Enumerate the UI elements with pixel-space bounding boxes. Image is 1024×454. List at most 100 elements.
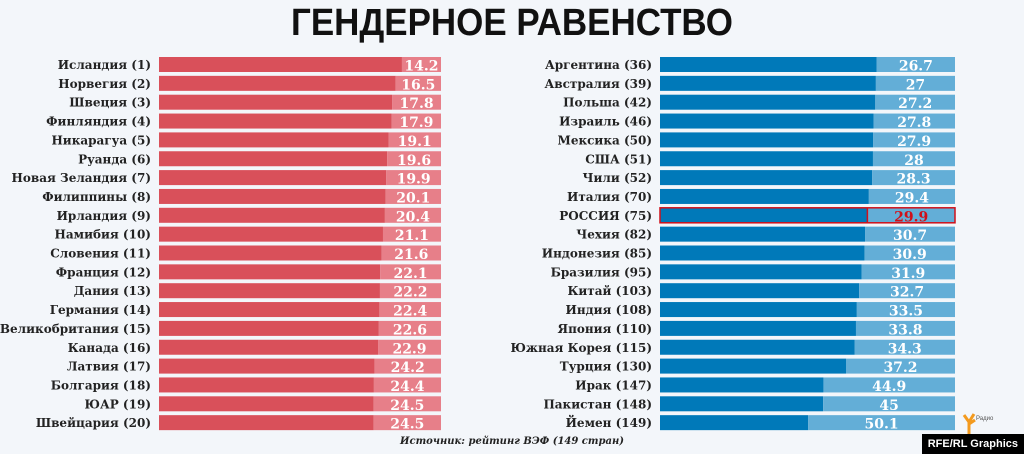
value-label: 32.7 <box>890 285 924 301</box>
value-bar <box>855 320 955 336</box>
value-bar <box>378 339 441 355</box>
category-label: Южная Корея (115) <box>510 341 652 355</box>
chart-title: ГЕНДЕРНОЕ РАВЕНСТВО <box>290 2 734 44</box>
value-bar <box>864 245 955 261</box>
value-bar <box>876 57 955 72</box>
value-bar <box>873 132 955 148</box>
category-label: Финляндия (4) <box>46 115 151 129</box>
value-bar <box>373 377 441 393</box>
value-bar <box>386 170 441 186</box>
category-label: Швеция (3) <box>69 96 151 110</box>
rfe-logo-icon <box>962 413 976 434</box>
value-bar <box>374 358 441 374</box>
value-label: 33.8 <box>888 322 922 338</box>
value-label: 24.4 <box>390 379 424 395</box>
value-bar <box>867 207 955 223</box>
value-label: 17.9 <box>399 115 433 131</box>
category-label: Австралия (39) <box>545 77 652 91</box>
category-label: Новая Зеландия (7) <box>12 171 151 185</box>
bar <box>660 339 855 355</box>
category-label: Чехия (82) <box>576 228 652 242</box>
value-bar <box>856 302 955 318</box>
value-label: 29.9 <box>894 209 928 225</box>
category-label: РОССИЯ (75) <box>559 209 652 223</box>
bar <box>660 377 824 393</box>
value-label: 19.1 <box>398 134 432 150</box>
value-label: 37.2 <box>883 360 917 376</box>
bar <box>660 302 857 318</box>
value-bar <box>861 264 955 280</box>
value-label: 24.5 <box>390 398 424 414</box>
value-bar <box>380 264 441 280</box>
bar <box>660 132 874 148</box>
category-label: Никарагуа (5) <box>51 133 151 147</box>
value-label: 17.8 <box>399 96 433 112</box>
bar <box>159 113 392 129</box>
credit-badge: RFE/RL Graphics <box>921 434 1024 454</box>
value-label: 22.1 <box>394 266 428 282</box>
value-label: 44.9 <box>872 379 906 395</box>
value-label: 19.9 <box>397 172 431 188</box>
bar <box>159 358 375 374</box>
value-bar <box>385 188 441 204</box>
category-label: Великобритания (15) <box>0 322 151 336</box>
value-label: 29.4 <box>895 190 929 206</box>
value-label: 20.1 <box>396 190 430 206</box>
value-bar <box>378 320 441 336</box>
bar <box>660 283 860 299</box>
category-label: Турция (130) <box>560 360 652 374</box>
category-label: Латвия (17) <box>67 360 151 374</box>
value-bar <box>391 113 441 129</box>
category-label: Индонезия (85) <box>542 247 652 261</box>
category-label: США (51) <box>585 152 652 166</box>
value-label: 24.5 <box>390 417 424 433</box>
bar <box>159 415 374 431</box>
value-label: 14.2 <box>404 59 438 75</box>
value-bar <box>859 283 955 299</box>
category-label: ЮАР (19) <box>85 397 151 411</box>
bar <box>660 151 873 167</box>
value-label: 26.7 <box>899 59 933 75</box>
category-label: Филиппины (8) <box>42 190 151 204</box>
value-label: 21.1 <box>395 228 429 244</box>
category-label: Китай (103) <box>567 284 652 298</box>
category-label: Ирландия (9) <box>57 209 151 223</box>
value-label: 27 <box>906 77 925 93</box>
value-bar <box>373 396 441 412</box>
bar <box>660 170 873 186</box>
value-bar <box>872 151 955 167</box>
value-label: 24.2 <box>391 360 425 376</box>
bar <box>159 226 383 242</box>
bar <box>159 302 380 318</box>
value-bar <box>873 113 955 129</box>
bar <box>660 245 865 261</box>
value-label: 20.4 <box>396 209 430 225</box>
value-bar <box>854 339 955 355</box>
bar <box>159 264 381 280</box>
bar <box>159 339 379 355</box>
category-label: Намибия (10) <box>55 228 151 242</box>
category-label: Чили (52) <box>583 171 652 185</box>
value-label: 21.6 <box>394 247 428 263</box>
value-bar <box>382 226 441 242</box>
bar <box>660 415 809 431</box>
category-label: Ирак (147) <box>575 378 652 392</box>
category-label: Руанда (6) <box>78 152 151 166</box>
value-label: 33.5 <box>889 304 923 320</box>
category-label: Болгария (18) <box>51 378 151 392</box>
source-note: Источник: рейтинг ВЭФ (149 стран) <box>400 436 624 447</box>
value-label: 50.1 <box>865 417 899 433</box>
bar <box>159 75 396 91</box>
value-bar <box>868 188 955 204</box>
bar <box>159 57 402 72</box>
value-label: 22.2 <box>393 285 427 301</box>
bar <box>660 207 868 223</box>
bar <box>159 377 374 393</box>
value-bar <box>381 245 441 261</box>
value-bar <box>823 396 955 412</box>
value-label: 27.8 <box>897 115 931 131</box>
value-bar <box>379 302 441 318</box>
value-label: 28.3 <box>896 172 930 188</box>
category-label: Пакистан (148) <box>543 397 652 411</box>
